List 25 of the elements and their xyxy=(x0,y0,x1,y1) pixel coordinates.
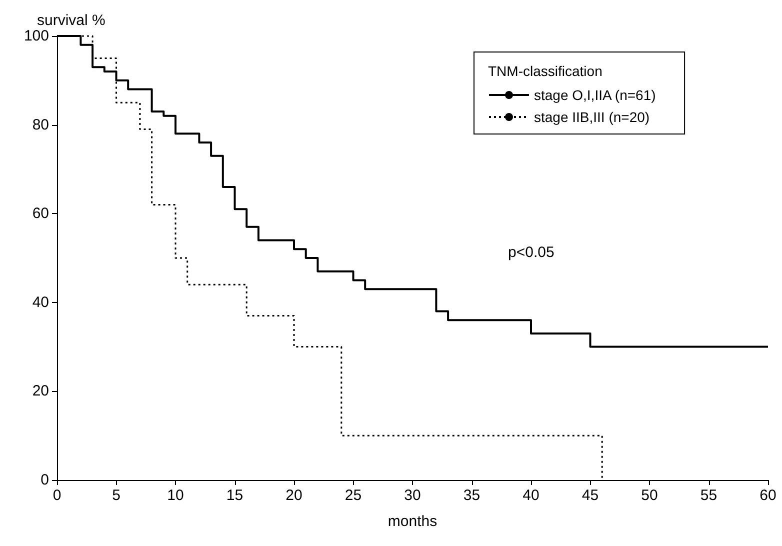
y-tick-label: 100 xyxy=(24,28,49,44)
x-tick-label: 20 xyxy=(286,487,302,504)
legend-label: stage O,I,IIA (n=61) xyxy=(534,87,656,103)
x-tick-label: 40 xyxy=(522,487,540,504)
x-tick-label: 50 xyxy=(641,487,658,504)
x-tick-label: 60 xyxy=(760,487,776,504)
x-tick-label: 5 xyxy=(112,487,120,504)
y-tick-label: 0 xyxy=(40,472,49,488)
annotation: p<0.05 xyxy=(508,244,554,261)
x-tick-label: 55 xyxy=(700,487,718,504)
x-tick-label: 35 xyxy=(463,487,480,504)
x-tick-label: 25 xyxy=(344,487,362,504)
legend-title: TNM-classification xyxy=(488,63,602,79)
x-tick-label: 15 xyxy=(226,487,244,504)
y-tick-label: 40 xyxy=(32,294,49,311)
x-tick-label: 30 xyxy=(404,487,421,504)
y-axis-title: survival % xyxy=(37,12,106,29)
x-tick-label: 10 xyxy=(167,487,184,504)
legend-label: stage IIB,III (n=20) xyxy=(534,109,650,125)
x-axis-title: months xyxy=(388,513,438,530)
y-tick-label: 60 xyxy=(32,205,49,222)
x-tick-label: 0 xyxy=(52,487,62,504)
y-tick-label: 80 xyxy=(32,116,49,134)
x-tick-label: 45 xyxy=(582,487,599,504)
y-tick-label: 20 xyxy=(32,382,49,400)
